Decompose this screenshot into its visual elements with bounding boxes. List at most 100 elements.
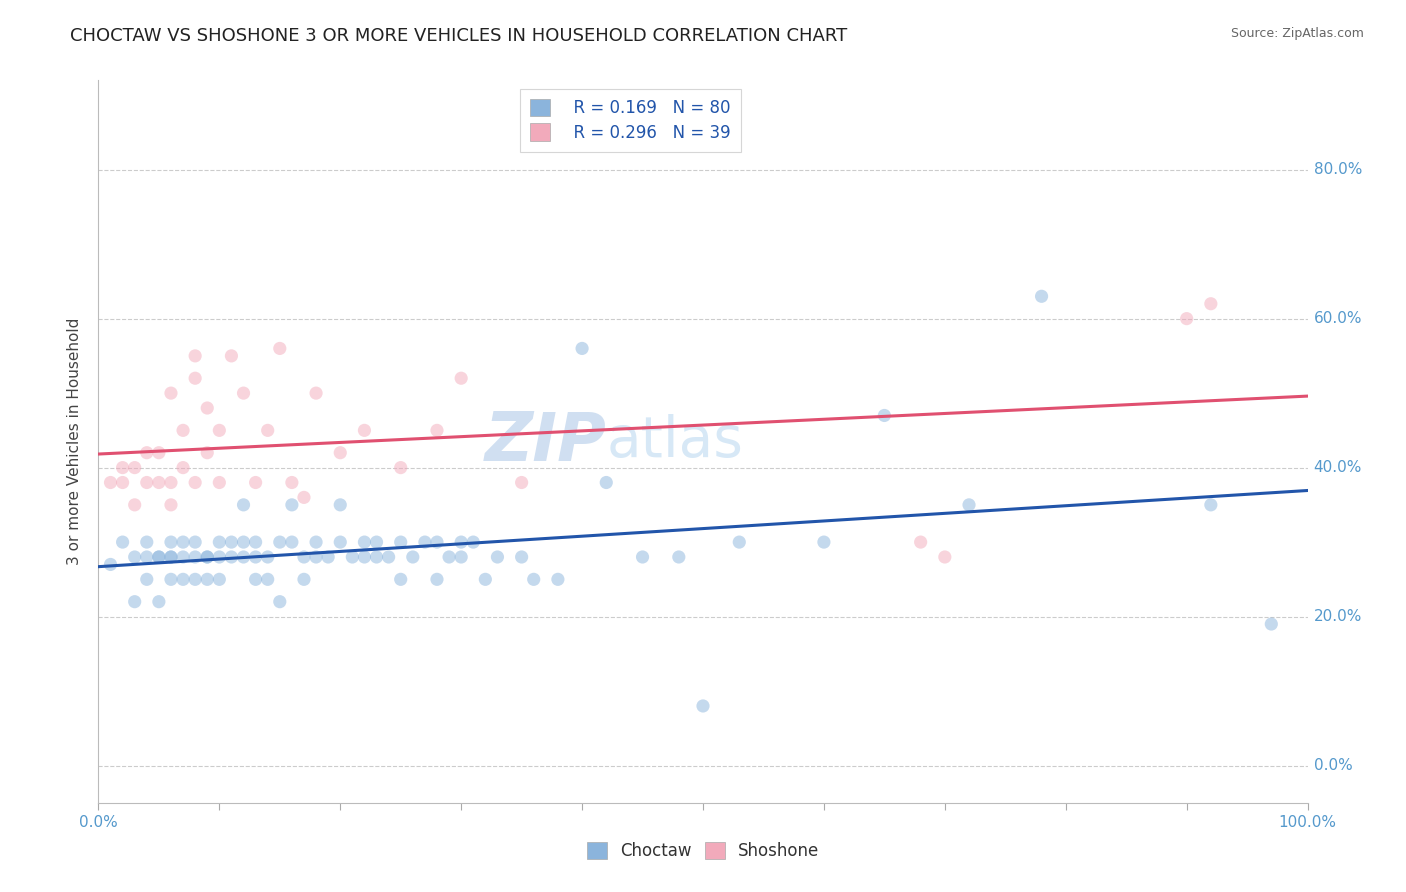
Point bbox=[426, 535, 449, 549]
Text: 80.0%: 80.0% bbox=[1313, 162, 1362, 178]
Point bbox=[135, 549, 157, 564]
Point bbox=[195, 549, 218, 564]
Point bbox=[281, 535, 304, 549]
Point bbox=[124, 595, 146, 609]
Point bbox=[232, 535, 254, 549]
Point bbox=[366, 549, 388, 564]
Point bbox=[160, 475, 183, 490]
Point bbox=[184, 349, 207, 363]
Point bbox=[873, 409, 896, 423]
Point bbox=[957, 498, 980, 512]
Point bbox=[547, 572, 569, 586]
Point bbox=[281, 498, 304, 512]
Point bbox=[100, 558, 122, 572]
Point bbox=[245, 572, 267, 586]
Point bbox=[1175, 311, 1198, 326]
Point bbox=[474, 572, 496, 586]
Point bbox=[510, 549, 533, 564]
Point bbox=[100, 475, 122, 490]
Point bbox=[160, 535, 183, 549]
Point bbox=[256, 572, 278, 586]
Point bbox=[172, 535, 194, 549]
Point bbox=[366, 535, 388, 549]
Text: 0.0%: 0.0% bbox=[1313, 758, 1353, 773]
Point bbox=[571, 342, 593, 356]
Point bbox=[148, 595, 170, 609]
Text: CHOCTAW VS SHOSHONE 3 OR MORE VEHICLES IN HOUSEHOLD CORRELATION CHART: CHOCTAW VS SHOSHONE 3 OR MORE VEHICLES I… bbox=[70, 27, 848, 45]
Point bbox=[232, 498, 254, 512]
Point bbox=[208, 572, 231, 586]
Text: Source: ZipAtlas.com: Source: ZipAtlas.com bbox=[1230, 27, 1364, 40]
Point bbox=[172, 572, 194, 586]
Point bbox=[910, 535, 932, 549]
Point bbox=[329, 498, 352, 512]
Point bbox=[269, 535, 291, 549]
Y-axis label: 3 or more Vehicles in Household: 3 or more Vehicles in Household bbox=[67, 318, 83, 566]
Point bbox=[463, 535, 485, 549]
Text: ZIP: ZIP bbox=[485, 409, 606, 475]
Point bbox=[135, 475, 157, 490]
Point bbox=[172, 423, 194, 437]
Point bbox=[692, 698, 714, 713]
Point bbox=[221, 349, 243, 363]
Point bbox=[232, 386, 254, 401]
Point bbox=[450, 371, 472, 385]
Point bbox=[1031, 289, 1053, 303]
Point bbox=[426, 572, 449, 586]
Point bbox=[353, 535, 375, 549]
Text: 40.0%: 40.0% bbox=[1313, 460, 1362, 475]
Point bbox=[486, 549, 509, 564]
Point bbox=[402, 549, 425, 564]
Point bbox=[1260, 617, 1282, 632]
Point bbox=[316, 549, 339, 564]
Point bbox=[292, 572, 315, 586]
Point bbox=[124, 498, 146, 512]
Point bbox=[450, 549, 472, 564]
Point bbox=[172, 460, 194, 475]
Point bbox=[450, 535, 472, 549]
Point bbox=[728, 535, 751, 549]
Point bbox=[1199, 297, 1222, 311]
Point bbox=[389, 572, 412, 586]
Point bbox=[195, 549, 218, 564]
Point bbox=[353, 423, 375, 437]
Point bbox=[813, 535, 835, 549]
Point bbox=[111, 535, 134, 549]
Point bbox=[160, 386, 183, 401]
Point bbox=[184, 535, 207, 549]
Point bbox=[160, 549, 183, 564]
Point bbox=[389, 460, 412, 475]
Point bbox=[256, 549, 278, 564]
Point bbox=[269, 595, 291, 609]
Point bbox=[208, 535, 231, 549]
Point bbox=[292, 549, 315, 564]
Point bbox=[668, 549, 690, 564]
Point bbox=[160, 498, 183, 512]
Point bbox=[124, 549, 146, 564]
Point bbox=[184, 475, 207, 490]
Point bbox=[305, 535, 328, 549]
Point bbox=[232, 549, 254, 564]
Point bbox=[160, 549, 183, 564]
Point bbox=[221, 535, 243, 549]
Point bbox=[195, 446, 218, 460]
Text: 60.0%: 60.0% bbox=[1313, 311, 1362, 326]
Point bbox=[353, 549, 375, 564]
Point bbox=[184, 572, 207, 586]
Point bbox=[329, 446, 352, 460]
Point bbox=[148, 475, 170, 490]
Text: 20.0%: 20.0% bbox=[1313, 609, 1362, 624]
Point bbox=[329, 535, 352, 549]
Point bbox=[342, 549, 364, 564]
Point bbox=[523, 572, 546, 586]
Point bbox=[256, 423, 278, 437]
Point bbox=[184, 371, 207, 385]
Point bbox=[281, 475, 304, 490]
Point bbox=[245, 535, 267, 549]
Point bbox=[148, 549, 170, 564]
Point bbox=[595, 475, 617, 490]
Point bbox=[135, 535, 157, 549]
Point bbox=[172, 549, 194, 564]
Point bbox=[148, 446, 170, 460]
Point bbox=[184, 549, 207, 564]
